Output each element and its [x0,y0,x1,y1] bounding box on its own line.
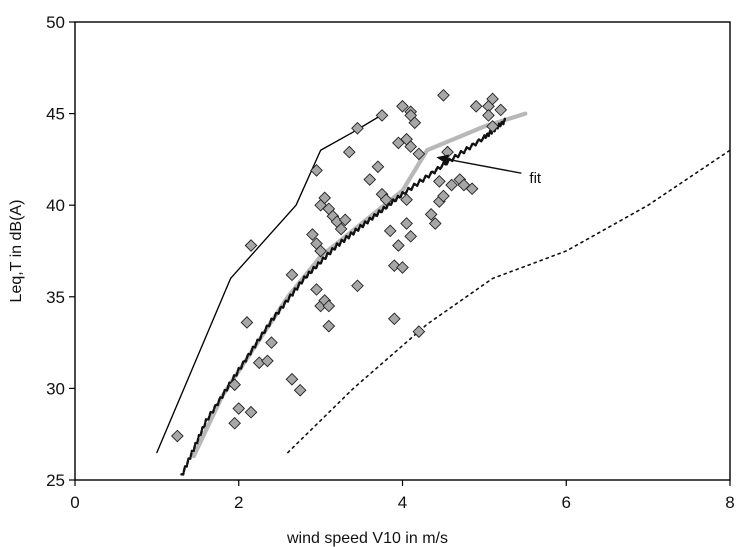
series-line-4 [287,149,730,454]
scatter-point-41 [387,312,401,326]
plot-frame [74,21,731,481]
scatter-point-4 [228,378,241,392]
scatter-point-52 [404,230,418,243]
scatter-point-68 [486,92,499,106]
scatter-point-39 [387,259,401,272]
scatter-point-2 [232,402,246,415]
scatter-point-32 [363,173,377,186]
series-group [156,88,730,476]
scatter-point-43 [396,99,409,113]
scatter-point-16 [310,164,323,177]
scatter-point-38 [392,239,405,252]
scatter-point-10 [285,268,299,282]
x-axis-title: wind speed V10 in m/s [286,530,448,547]
scatter-point-33 [375,109,389,122]
scatter-point-12 [293,383,307,397]
scatter-point-51 [400,193,413,207]
x-tick-label-3: 6 [562,493,571,512]
scatter-point-53 [412,325,426,338]
scatter-point-65 [469,99,483,113]
y-tick-label-0: 25 [46,471,65,490]
series-line-1 [156,116,379,454]
scatter-point-29 [342,145,356,159]
scatter-point-49 [408,116,422,130]
scatter-point-3 [244,405,258,419]
y-tick-label-3: 40 [46,196,65,215]
scatter-point-58 [437,189,450,203]
scatter-point-40 [396,261,409,274]
scatter-point-28 [338,213,352,227]
scatter-point-13 [306,228,319,241]
scatter-point-1 [228,416,241,430]
scatter-point-37 [383,224,397,238]
y-tick-label-2: 35 [46,288,65,307]
scatter-point-23 [318,191,332,205]
x-tick-label-4: 8 [725,493,734,512]
y-axis-title: Leq,T in dB(A) [8,200,25,303]
scatter-point-60 [441,145,454,159]
scatter-point-63 [457,178,471,192]
scatter-point-31 [351,279,364,293]
y-tick-label-5: 50 [46,13,65,32]
scatter-point-27 [334,222,348,236]
scatter-point-55 [428,217,442,230]
scatter-point-20 [322,299,336,313]
scatter-point-48 [412,147,426,161]
y-tick-label-1: 30 [46,379,65,398]
scatter-point-56 [433,175,446,188]
scatter-point-15 [314,244,327,258]
scatter-point-70 [494,103,508,117]
scatter-point-17 [310,283,323,296]
y-tick-label-4: 45 [46,105,65,124]
scatter-point-30 [351,121,364,135]
scatter-point-50 [400,217,413,230]
scatter-point-64 [465,182,479,196]
scatter-point-54 [424,208,438,221]
scatter-point-67 [482,109,495,122]
scatter-point-21 [322,319,336,333]
scatter-point-7 [265,336,278,349]
scatter-point-6 [261,354,274,368]
x-tick-label-0: 0 [70,493,79,512]
series-line-3 [180,117,507,476]
scatter-point-8 [240,316,254,329]
scatter-point-47 [404,140,418,153]
annotation-arrow-0 [436,154,522,174]
scatter-point-0 [171,429,184,443]
scatter-point-61 [445,178,458,192]
scatter-point-69 [486,120,499,133]
scatter-point-11 [285,372,299,386]
scatter-point-59 [437,88,450,102]
scatter-point-34 [371,160,385,174]
x-tick-label-2: 4 [398,493,407,512]
scatter-point-9 [244,239,258,252]
x-tick-label-1: 2 [234,493,243,512]
annotation-label-0: fit [529,170,542,187]
scatter-point-36 [379,193,393,207]
